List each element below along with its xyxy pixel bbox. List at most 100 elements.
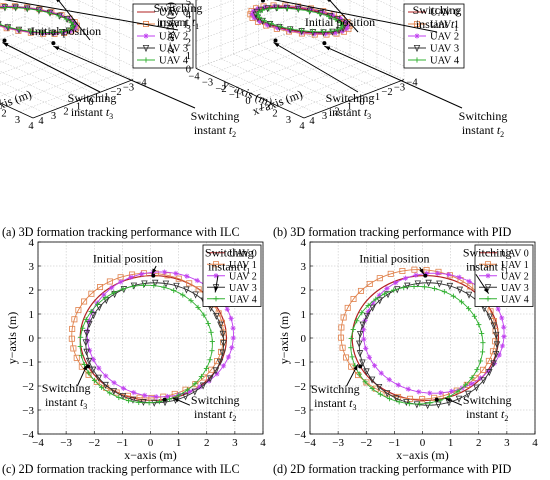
chart-d-legend-marker-3	[484, 284, 492, 292]
chart-c-series-4-point-4	[188, 298, 194, 304]
chart-d-series-4-point-34	[462, 382, 469, 388]
chart-d-series-4-point-29	[417, 401, 423, 407]
chart-d-ytick-label-6: 2	[301, 285, 307, 297]
chart-c-series-3-point-38	[219, 349, 226, 357]
chart-a-annot-t2-line2: instant t2	[194, 123, 236, 139]
chart-d-series-4-point-36	[474, 367, 480, 373]
chart-c-legend-marker-4	[213, 296, 219, 302]
chart-c-series-3-point-33	[191, 388, 199, 396]
chart-c-series-3-point-32	[182, 393, 189, 401]
chart-a-ytick-label-5: 1	[76, 102, 81, 113]
chart-c-legend-label-2: UAV 2	[229, 271, 257, 282]
chart-b-series-4-point-10	[256, 9, 262, 15]
chart-c-series-2-point-22	[90, 356, 97, 363]
chart-d-series-1-point-18	[340, 314, 347, 321]
chart-c-series-4-point-1	[205, 320, 211, 327]
chart-b-series-4-point-11	[259, 7, 266, 13]
chart-c-annot-initial: Initial position	[93, 251, 163, 265]
chart-a-xtick-label-8: 4	[28, 121, 34, 132]
chart-d-series-3-point-36	[486, 369, 493, 377]
chart-a-axis-x	[0, 102, 34, 119]
chart-b-xtick-label-0: −4	[188, 71, 200, 82]
chart-c-series-3-point-0	[219, 330, 227, 338]
chart-c-series-1-point-20	[68, 335, 75, 342]
chart-b-series-4-point-0	[328, 28, 334, 34]
chart-c-series-4-point-29	[146, 400, 152, 406]
chart-b-ztick-label-4: 4	[186, 10, 192, 21]
chart-d-series-4-point-22	[356, 371, 362, 377]
chart-c-series-3-point-35	[206, 375, 214, 383]
chart-a-wally-gz-1	[24, 16, 134, 67]
chart-c-series-3-point-18	[83, 329, 90, 338]
chart-d-series-4-point-11	[391, 287, 397, 293]
chart-c-ytick-label-3: −1	[22, 357, 34, 369]
chart-c-xtick-label-1: −3	[60, 437, 72, 449]
chart-c-series-4-point-38	[209, 348, 215, 354]
chart-c-series-2-point-6	[194, 277, 200, 284]
chart-a-arrow-t3	[2, 42, 101, 93]
chart-b-series-4-point-23	[334, 27, 341, 33]
chart-c-series-2-point-28	[142, 392, 148, 398]
chart-a-annot-t2-line1: Switching	[191, 109, 240, 123]
chart-c-switch-dot-3	[162, 397, 167, 402]
chart-b-series-4-point-16	[306, 8, 312, 14]
chart-a-wally-gz-0	[24, 29, 134, 80]
chart-c-series-2-point-13	[118, 279, 124, 285]
chart-b-floor-gx-3	[236, 48, 337, 88]
chart-d-series-1-point-22	[343, 354, 350, 361]
chart-a-ytick-label-1: −3	[123, 82, 134, 93]
chart-d-series-4-point-14	[365, 302, 371, 309]
chart-a-switch-dot-2	[2, 38, 7, 43]
chart-c-arrow-initial	[151, 265, 157, 275]
chart-c-series-1-point-8	[164, 272, 171, 279]
chart-d-ylabel: y−axis (m)	[277, 312, 291, 364]
chart-a-legend-label-0: UAV 0	[159, 8, 188, 19]
chart-d-legend-label-2: UAV 2	[501, 271, 529, 282]
chart-d-series-3-point-2	[486, 313, 493, 321]
chart-c-series-3-point-17	[86, 320, 93, 328]
chart-b-ytick-label-2: −2	[381, 87, 392, 98]
chart-c-series-2-point-2	[224, 306, 230, 312]
chart-d-series-3-point-25	[384, 390, 391, 398]
chart-b-series-4-point-13	[274, 5, 281, 11]
chart-a-series-4-point-21	[70, 22, 76, 29]
chart-c-ytick-label-0: −4	[22, 429, 34, 441]
chart-d-series-2-point-23	[372, 363, 378, 369]
chart-b-series-3-point-15	[295, 5, 302, 13]
chart-b-xtick-label-1: −3	[202, 78, 213, 89]
chart-a-series-4-point-3	[28, 28, 34, 34]
chart-a-legend-label-1: UAV 1	[159, 20, 188, 31]
chart-b-ytick-label-0: −4	[406, 78, 418, 89]
chart-d-series-3-point-13	[384, 291, 392, 299]
chart-d-switch-dot-0	[423, 273, 428, 278]
chart-b-floor-gx-4	[249, 54, 351, 94]
chart-d-series-1-point-30	[419, 396, 426, 403]
chart-d-annot-t3-line1: Switching	[311, 382, 360, 396]
chart-b-legend-label-2: UAV 2	[430, 32, 459, 43]
chart-b-arrow-t1	[267, 0, 438, 33]
chart-c-series-4-point-36	[203, 365, 210, 372]
chart-c-series-2-point-26	[120, 385, 127, 391]
chart-b-series-2-point-22	[344, 26, 350, 32]
chart-c-series-2-point-27	[131, 389, 137, 396]
chart-b-annot-t3-line2: instant t3	[329, 105, 371, 121]
chart-c-series-4-point-10	[130, 283, 136, 289]
chart-c-series-3-point-21	[85, 357, 93, 366]
chart-c-series-4-point-11	[120, 286, 126, 292]
chart-c-series-4-point-31	[166, 396, 172, 402]
chart-d-series-2-point-20	[361, 336, 367, 342]
chart-c-annot-t2-line1: Switching	[191, 393, 240, 407]
chart-b-chart: −4−3−2−101234−4−3−2−1012340123456x−axis …	[163, 0, 507, 139]
chart-c-series-4-point-23	[91, 377, 98, 384]
chart-c-series-1-point-27	[113, 389, 120, 396]
chart-c-xtick-label-7: 3	[232, 437, 238, 449]
chart-b-series-4-point-8	[256, 14, 263, 21]
chart-a-floor-gy-3	[0, 49, 96, 95]
chart-b-ztick-label-3: 3	[186, 24, 191, 35]
chart-c-series-4-point-25	[107, 390, 113, 396]
chart-d-arrow-initial	[419, 266, 425, 275]
